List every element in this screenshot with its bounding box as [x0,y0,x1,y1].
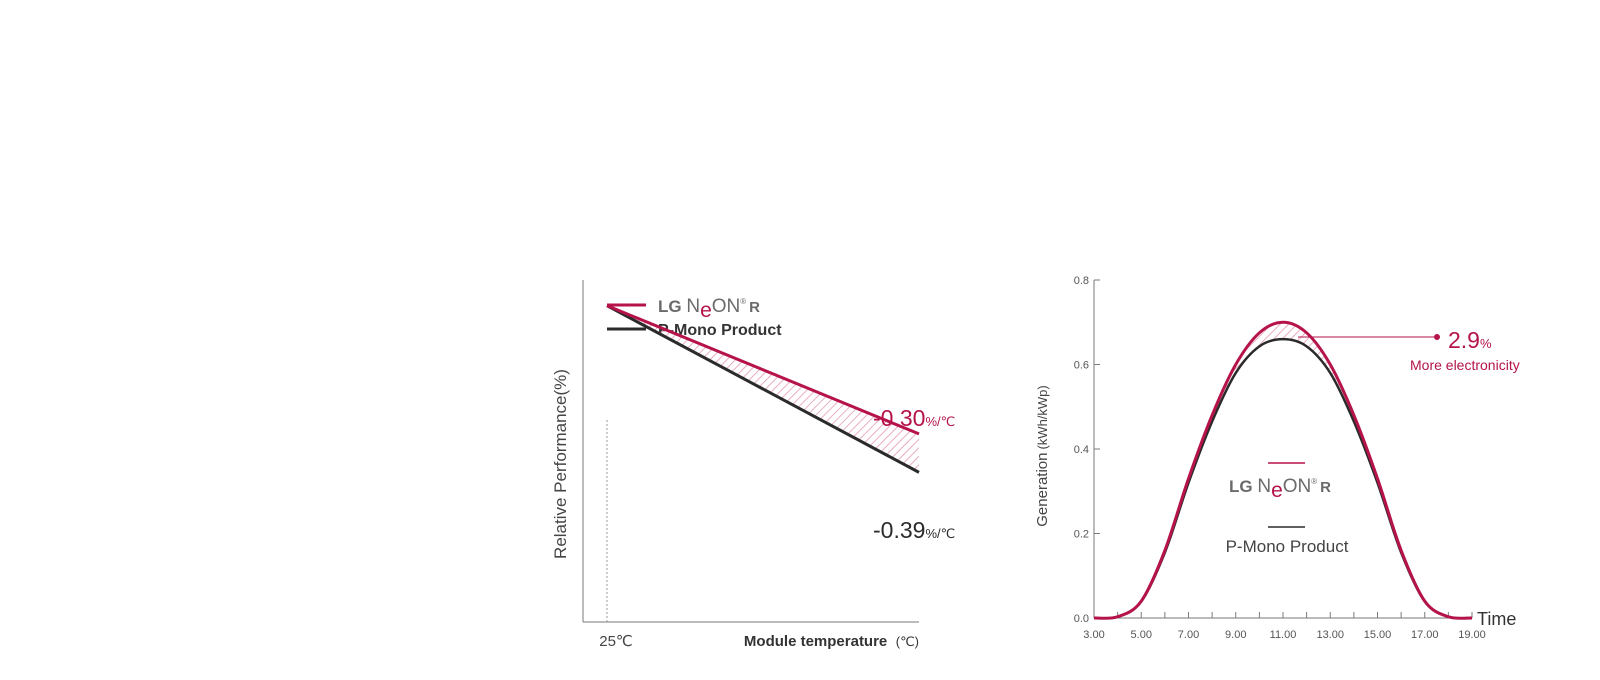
gen-x-tick-label: 9.00 [1225,629,1246,641]
gen-y-tick-label: 0.2 [1074,529,1089,541]
gen-annotation-value: 2.9% [1448,327,1492,353]
temp-chart-25c-label: 25℃ [599,633,633,650]
temp-coef-pmono-value: -0.39 [873,517,925,543]
temp-coef-neon: -0.30%/℃ [873,405,955,431]
gen-x-ticks: 3.00 5.00 7.00 9.00 11.00 13.00 15.00 17.00 19.0… [1083,612,1486,641]
temp-legend-neon-logo: LG NeON® R [658,296,760,322]
temp-line-pmono [606,304,920,474]
gen-x-tick-label: 15.00 [1364,629,1392,641]
gen-chart-y-label-text: Generation [1034,453,1051,527]
temp-chart-x-label: Module temperature (℃) [744,633,919,650]
temp-chart-x-label-unit: (℃) [896,634,919,649]
gen-annotation-number: 2.9 [1448,327,1480,353]
gen-y-tick-label: 0.8 [1074,275,1089,287]
gen-x-tick-label: 19.00 [1458,629,1486,641]
gen-chart-y-label: Generation (kWh/kWp) [1034,385,1051,527]
gen-chart-y-label-unit: (kWh/kWp) [1035,385,1050,449]
gen-legend-neon-logo: LG NeON® R [1229,476,1331,502]
temp-legend-pmono-label: P-Mono Product [658,322,782,339]
gen-y-tick-label: 0.6 [1074,360,1089,372]
gen-x-tick-label: 5.00 [1131,629,1152,641]
temp-chart-x-label-text: Module temperature [744,633,887,650]
gen-legend-pmono-label: P-Mono Product [1226,537,1349,556]
gen-x-tick-label: 17.00 [1411,629,1439,641]
temp-chart: Relative Performance(%) 25℃ Module tempe… [551,280,955,650]
temp-chart-y-label: Relative Performance(%) [551,369,570,559]
gen-chart-x-label: Time [1477,609,1516,629]
temp-coef-neon-value: -0.30 [873,405,925,431]
temp-line-neon [606,304,920,436]
gen-x-tick-label: 11.00 [1270,629,1297,641]
gen-line-neon [1093,320,1473,620]
gen-x-tick-label: 7.00 [1178,629,1199,641]
gen-x-tick-label: 13.00 [1316,629,1344,641]
gen-y-ticks: 0.0 0.2 0.4 0.6 0.8 [1074,275,1100,625]
gen-annotation-dot [1434,334,1440,340]
gen-annotation-unit: % [1480,336,1492,351]
gen-y-tick-label: 0.0 [1074,613,1089,625]
temp-coef-pmono-unit: %/℃ [925,526,955,541]
temp-coef-neon-unit: %/℃ [925,414,955,429]
gen-x-tick-label: 3.00 [1083,629,1104,641]
gen-chart: 0.0 0.2 0.4 0.6 0.8 3.00 5.00 7.00 9.00 11.00 13.… [1034,275,1520,641]
temp-coef-pmono: -0.39%/℃ [873,517,955,543]
gen-annotation-text: More electronicity [1410,357,1520,373]
gen-y-tick-label: 0.4 [1074,444,1089,456]
